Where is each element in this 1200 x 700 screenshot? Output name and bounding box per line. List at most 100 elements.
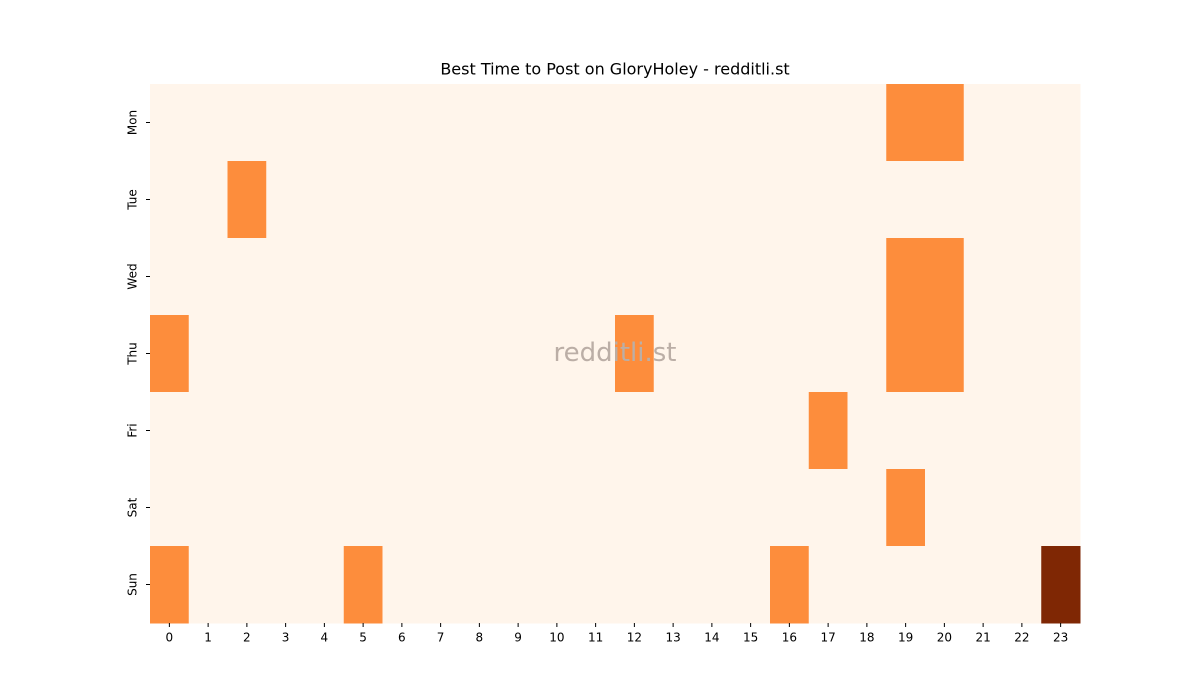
heat-cell <box>537 238 577 316</box>
heat-cell <box>886 392 926 470</box>
heat-cell <box>382 315 422 393</box>
x-tick-label: 12 <box>627 631 642 645</box>
heat-cell <box>537 161 577 239</box>
heat-cell <box>692 469 732 547</box>
x-tick-label: 16 <box>782 631 797 645</box>
heat-cell <box>421 161 461 239</box>
heat-cell <box>498 315 538 393</box>
heat-cell <box>576 161 616 239</box>
heat-cell <box>808 546 848 624</box>
heat-cell <box>692 84 732 162</box>
heat-cell <box>537 469 577 547</box>
heat-cell <box>305 238 345 316</box>
heat-cell <box>1002 546 1042 624</box>
heat-cell <box>343 315 383 393</box>
heat-cell <box>886 469 926 547</box>
x-tick-label: 1 <box>204 631 212 645</box>
heat-cell <box>615 392 655 470</box>
heat-cell <box>537 315 577 393</box>
heat-cell <box>925 392 965 470</box>
heat-cell <box>150 469 190 547</box>
heat-cell <box>770 392 810 470</box>
heat-cell <box>382 84 422 162</box>
heat-cell <box>808 469 848 547</box>
heat-cell <box>653 84 693 162</box>
y-tick-label: Tue <box>126 189 140 211</box>
y-tick-label: Sun <box>126 573 140 596</box>
heat-cell <box>305 315 345 393</box>
heat-cell <box>1002 315 1042 393</box>
heat-cell <box>305 161 345 239</box>
x-tick-label: 2 <box>243 631 251 645</box>
y-tick-label: Fri <box>126 423 140 437</box>
heat-cell <box>925 315 965 393</box>
heat-cell <box>653 546 693 624</box>
heat-cell <box>731 84 771 162</box>
heat-cell <box>343 238 383 316</box>
heat-cell <box>188 469 228 547</box>
heat-cell <box>653 161 693 239</box>
heat-cell <box>460 392 500 470</box>
heat-cell <box>615 315 655 393</box>
heat-cell <box>188 546 228 624</box>
heat-cell <box>731 546 771 624</box>
heat-cell <box>227 161 267 239</box>
heat-cell <box>1002 84 1042 162</box>
heat-cell <box>692 161 732 239</box>
heat-cell <box>925 161 965 239</box>
x-tick-label: 7 <box>437 631 445 645</box>
heat-cell <box>615 238 655 316</box>
heat-cell <box>770 161 810 239</box>
heat-cell <box>770 315 810 393</box>
heat-cell <box>653 315 693 393</box>
heat-cell <box>770 469 810 547</box>
x-tick-label: 10 <box>549 631 564 645</box>
x-tick-label: 22 <box>1014 631 1029 645</box>
heat-cell <box>421 469 461 547</box>
heat-cell <box>770 84 810 162</box>
heat-cell <box>808 161 848 239</box>
heat-cell <box>1041 84 1081 162</box>
heat-cell <box>150 238 190 316</box>
heat-cell <box>498 84 538 162</box>
heat-cell <box>731 161 771 239</box>
heat-cell <box>963 469 1003 547</box>
heat-cell <box>963 84 1003 162</box>
heat-cell <box>615 161 655 239</box>
heat-cell <box>615 84 655 162</box>
heat-cell <box>731 315 771 393</box>
heat-cell <box>227 546 267 624</box>
heat-cell <box>305 469 345 547</box>
heat-cell <box>770 238 810 316</box>
heat-cell <box>498 546 538 624</box>
heat-cell <box>188 392 228 470</box>
y-tick-label: Thu <box>126 342 140 366</box>
heat-cell <box>615 469 655 547</box>
heat-cell <box>925 238 965 316</box>
heat-cell <box>498 238 538 316</box>
heat-cell <box>886 84 926 162</box>
heat-cell <box>1002 238 1042 316</box>
heat-cell <box>1041 546 1081 624</box>
heat-cell <box>266 469 306 547</box>
heat-cell <box>886 546 926 624</box>
heat-cell <box>460 315 500 393</box>
heat-cell <box>1041 238 1081 316</box>
y-tick-label: Wed <box>126 263 140 289</box>
heat-cell <box>150 392 190 470</box>
heat-cell <box>266 84 306 162</box>
heat-cell <box>576 84 616 162</box>
heat-cell <box>227 315 267 393</box>
heat-cell <box>847 469 887 547</box>
heat-cell <box>188 161 228 239</box>
x-tick-label: 15 <box>743 631 758 645</box>
heat-cell <box>343 161 383 239</box>
heat-cell <box>227 84 267 162</box>
heat-cell <box>808 392 848 470</box>
heat-cell <box>576 238 616 316</box>
heat-cell <box>847 161 887 239</box>
heat-cell <box>847 84 887 162</box>
heat-cell <box>266 161 306 239</box>
heat-cell <box>382 469 422 547</box>
